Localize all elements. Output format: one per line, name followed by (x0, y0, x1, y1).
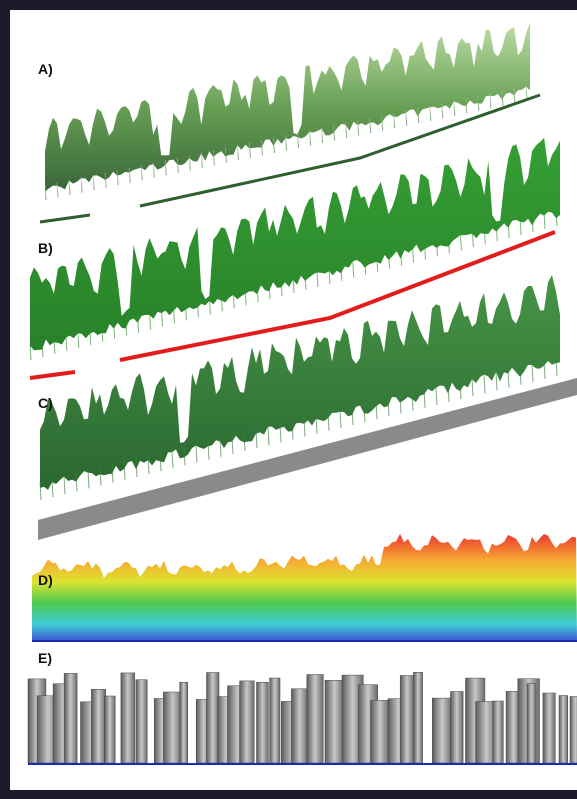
surface-column (121, 673, 135, 763)
page: A) B) C) D) E) (() => { const data = JSO… (0, 0, 577, 799)
surface-column (136, 680, 147, 763)
surface-column (207, 673, 220, 764)
surface-column (163, 692, 182, 763)
surface-column (325, 680, 344, 763)
surface-column (291, 689, 308, 763)
panel-label: D) (38, 572, 53, 588)
surface-column (257, 682, 269, 763)
surface-column (400, 676, 414, 764)
surface-column (307, 675, 324, 764)
surface-column (270, 678, 280, 763)
surface-column (240, 681, 255, 763)
surface-column (371, 700, 390, 763)
surface-column (570, 697, 577, 764)
surface-column (64, 673, 77, 763)
surface-column (91, 689, 105, 763)
surface-column (180, 682, 188, 763)
surface-column (527, 684, 536, 763)
surface-column (451, 692, 464, 764)
panel-label: C) (38, 395, 53, 411)
surface-column (432, 698, 452, 763)
figure: A) B) C) D) E) (0, 0, 577, 799)
surface-column (104, 696, 115, 763)
panel-label: A) (38, 61, 53, 77)
surface-column (493, 701, 504, 763)
surface-column (559, 696, 568, 764)
panel-label: E) (38, 650, 52, 666)
panel-label: B) (38, 240, 53, 256)
surface-column (414, 672, 423, 763)
surface-column (543, 693, 555, 763)
